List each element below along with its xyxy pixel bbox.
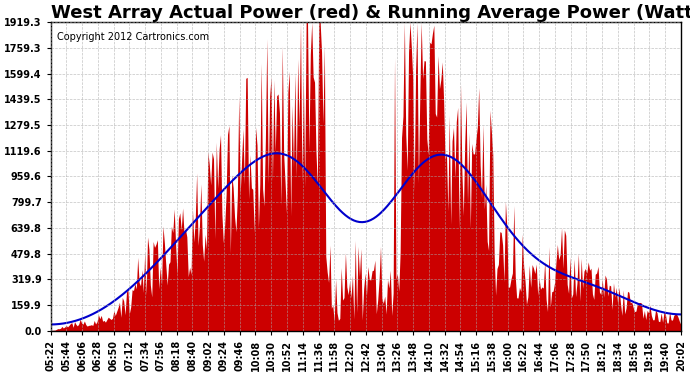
Text: West Array Actual Power (red) & Running Average Power (Watts blue)  Sat Jun 16 2: West Array Actual Power (red) & Running …: [50, 4, 690, 22]
Text: Copyright 2012 Cartronics.com: Copyright 2012 Cartronics.com: [57, 32, 209, 42]
